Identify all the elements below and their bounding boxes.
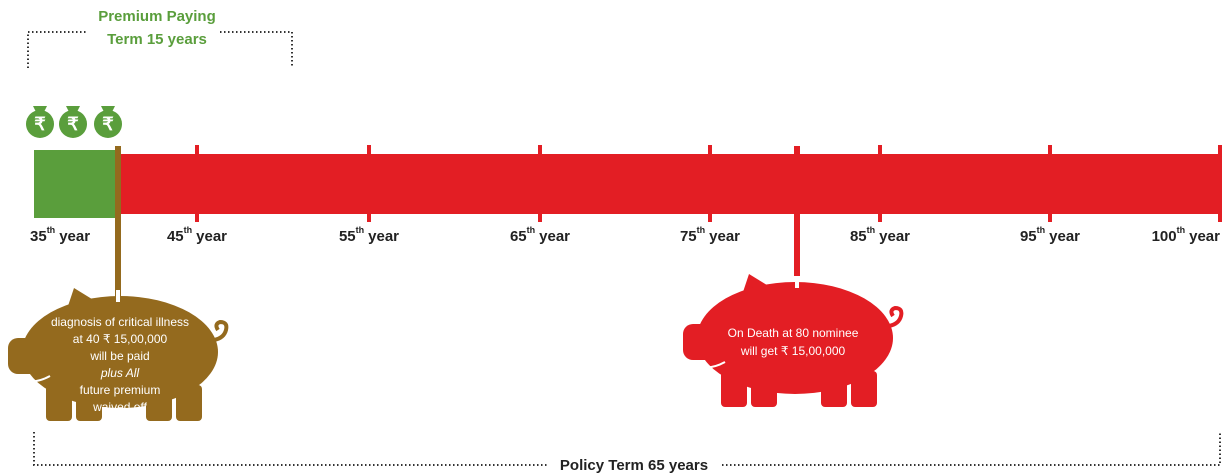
tick bbox=[195, 145, 199, 222]
pig-snout bbox=[683, 324, 717, 360]
illness-text: waived off bbox=[92, 400, 147, 414]
year-number: 35 bbox=[30, 228, 47, 245]
premium-term-line2: Term 15 years bbox=[107, 31, 207, 48]
premium-term-line1: Premium Paying bbox=[98, 8, 216, 25]
illness-text: future premium bbox=[80, 383, 161, 397]
tick bbox=[367, 145, 371, 222]
illness-text: will be paid bbox=[89, 349, 149, 363]
year-word: year bbox=[368, 228, 399, 245]
coin-slot bbox=[795, 276, 799, 288]
year-word: year bbox=[879, 228, 910, 245]
year-word: year bbox=[196, 228, 227, 245]
red-bar bbox=[118, 154, 1220, 214]
year-word: year bbox=[1049, 228, 1080, 245]
year-number: 100 bbox=[1152, 228, 1177, 245]
illness-text: at 40 ₹ 15,00,000 bbox=[73, 332, 168, 346]
tick bbox=[1218, 145, 1222, 222]
year-number: 75 bbox=[680, 228, 697, 245]
year-word: year bbox=[1189, 228, 1220, 245]
year-number: 95 bbox=[1020, 228, 1037, 245]
illness-text: plus All bbox=[100, 366, 140, 380]
diagram: Premium Paying Term 15 years Policy Term… bbox=[0, 0, 1227, 475]
tick bbox=[878, 145, 882, 222]
bag-symbol: ₹ bbox=[34, 114, 46, 134]
pig-leg bbox=[821, 371, 847, 407]
year-number: 55 bbox=[339, 228, 356, 245]
year-word: year bbox=[539, 228, 570, 245]
pig-tail bbox=[214, 322, 226, 340]
year-suffix: th bbox=[1037, 225, 1046, 235]
year-suffix: th bbox=[47, 225, 56, 235]
pig-leg bbox=[176, 385, 202, 421]
coin-slot bbox=[116, 290, 120, 302]
green-bar bbox=[34, 150, 118, 218]
pig-snout bbox=[8, 338, 42, 374]
year-number: 45 bbox=[167, 228, 184, 245]
pig-leg bbox=[851, 371, 877, 407]
death-pig bbox=[683, 274, 901, 407]
bag-symbol: ₹ bbox=[67, 114, 79, 134]
year-suffix: th bbox=[184, 225, 193, 235]
year-word: year bbox=[709, 228, 740, 245]
year-suffix: th bbox=[1177, 225, 1186, 235]
year-suffix: th bbox=[356, 225, 365, 235]
year-word: year bbox=[59, 228, 90, 245]
death-marker bbox=[794, 146, 800, 276]
year-number: 85 bbox=[850, 228, 867, 245]
illness-marker bbox=[115, 146, 121, 300]
policy-term: Policy Term 65 years bbox=[560, 457, 708, 474]
year-suffix: th bbox=[867, 225, 876, 235]
death-text: On Death at 80 nominee bbox=[728, 326, 859, 340]
year-number: 65 bbox=[510, 228, 527, 245]
year-suffix: th bbox=[697, 225, 706, 235]
pig-leg bbox=[46, 385, 72, 421]
death-text: will get ₹ 15,00,000 bbox=[740, 344, 846, 358]
tick bbox=[1048, 145, 1052, 222]
bag-symbol: ₹ bbox=[102, 114, 114, 134]
year-suffix: th bbox=[527, 225, 536, 235]
tick bbox=[538, 145, 542, 222]
pig-leg bbox=[721, 371, 747, 407]
pig-leg bbox=[751, 371, 777, 407]
tick bbox=[708, 145, 712, 222]
illness-text: diagnosis of critical illness bbox=[51, 315, 189, 329]
pig-tail bbox=[889, 308, 901, 326]
